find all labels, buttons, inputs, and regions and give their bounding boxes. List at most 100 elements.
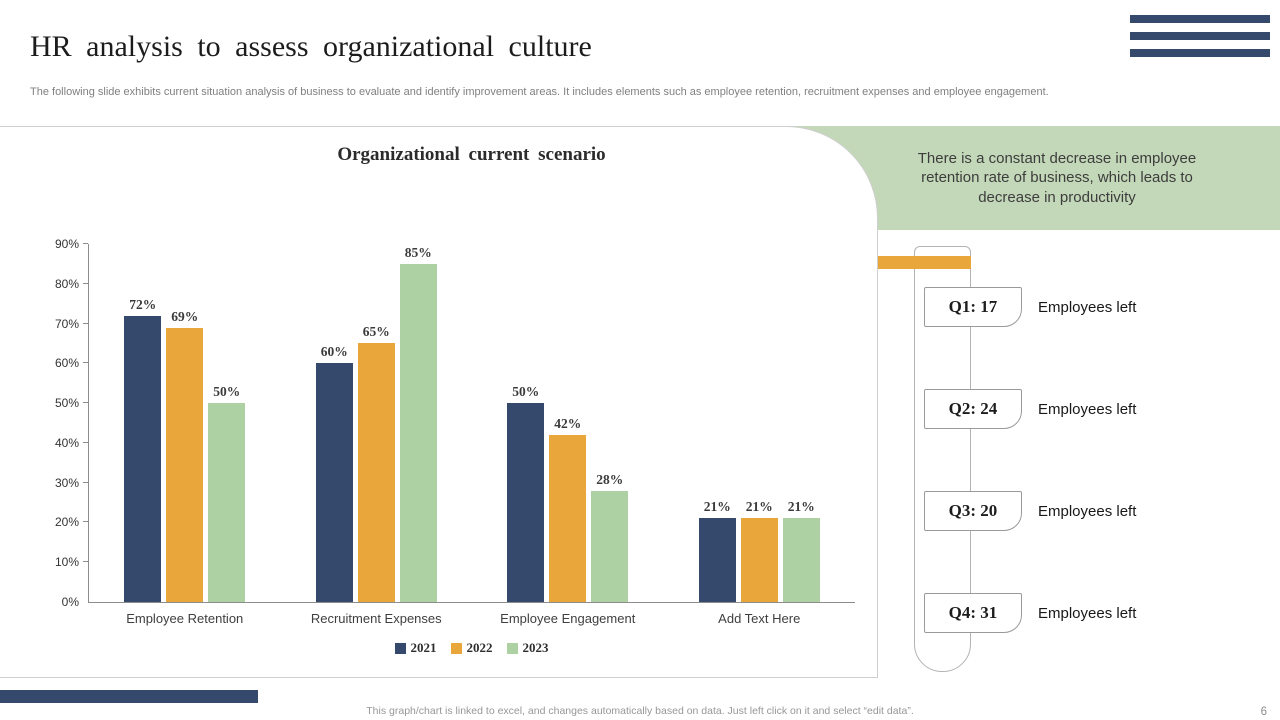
plot-area: 72% 69% 50% 60% 65% 85% 50% 42% 28% 21% 21% 21% Emp… (55, 237, 855, 626)
legend-swatch (394, 642, 406, 654)
y-tick-label: 0% (61, 595, 79, 609)
quarter-row: Q3: 20 Employees left (924, 491, 1254, 531)
quarter-caption: Employees left (1038, 604, 1137, 622)
legend-item: 2023 (506, 640, 549, 656)
bar-group: 21% 21% 21% (664, 244, 856, 602)
bar-value-label: 21% (703, 499, 731, 515)
bar-value-label: 65% (362, 324, 390, 340)
y-tick-mark (83, 561, 88, 563)
chart-panel: Organizational current scenario 72% 69% 50… (0, 126, 878, 678)
bar-group: 60% 65% 85% (281, 244, 473, 602)
bar-cell: 50% (507, 244, 545, 602)
category-label: Add Text Here (718, 611, 801, 626)
quarter-caption: Employees left (1038, 400, 1137, 418)
bar-cell: 72% (124, 244, 162, 602)
y-tick-mark (83, 481, 88, 483)
legend-label: 2021 (410, 640, 437, 655)
bar-cell: 85% (399, 244, 437, 602)
bar-group: 50% 42% 28% (472, 244, 664, 602)
quarters-list: Q1: 17 Employees left Q2: 24 Employees left… (924, 287, 1254, 633)
logo-bar (1130, 49, 1270, 57)
bar-value-label: 21% (745, 499, 773, 515)
y-tick-label: 40% (54, 435, 79, 450)
bar-value-label: 50% (213, 384, 241, 400)
bar-2023 (591, 490, 629, 602)
bar-cell: 65% (357, 244, 395, 602)
bar-2022 (357, 343, 395, 602)
quarter-box: Q2: 24 (924, 389, 1022, 429)
insight-text: There is a constant decrease in employee… (917, 150, 1197, 206)
y-tick-label: 90% (54, 237, 79, 251)
bar-value-label: 72% (129, 296, 157, 312)
y-tick-label: 50% (54, 396, 79, 411)
category-label: Employee Engagement (500, 611, 636, 626)
bar-cell: 21% (698, 244, 736, 602)
quarter-row: Q4: 31 Employees left (924, 593, 1254, 633)
bar-cell: 69% (166, 244, 204, 602)
quarter-caption: Employees left (1038, 298, 1137, 316)
bar-value-label: 21% (787, 499, 815, 515)
bar-value-label: 50% (512, 384, 540, 400)
y-tick-label: 30% (54, 475, 79, 490)
chart-title: Organizational current scenario (337, 144, 606, 165)
bar-2021 (698, 518, 736, 602)
footer-accent-bar (0, 690, 258, 703)
y-tick-mark (83, 243, 88, 244)
y-tick-mark (83, 521, 88, 523)
legend-item: 2022 (450, 640, 493, 656)
legend-item: 2021 (394, 640, 437, 656)
y-tick-mark (83, 322, 88, 324)
bar-2021 (124, 315, 162, 602)
legend-label: 2022 (466, 640, 493, 655)
bar-value-label: 69% (171, 308, 199, 324)
y-tick-mark (83, 441, 88, 443)
y-tick-label: 10% (54, 555, 79, 570)
bar-value-label: 85% (404, 244, 432, 260)
bar-2022 (166, 327, 204, 602)
bar-cell: 28% (591, 244, 629, 602)
legend-swatch (450, 642, 462, 654)
bar-2023 (208, 403, 246, 602)
bar-2021 (315, 363, 353, 602)
legend-label: 2023 (522, 640, 549, 655)
legend-swatch (506, 642, 518, 654)
bar-value-label: 42% (554, 415, 582, 431)
footnote: This graph/chart is linked to excel, and… (366, 705, 914, 717)
page-title: HR analysis to assess organizational cul… (30, 30, 592, 63)
y-tick-label: 80% (54, 276, 79, 291)
y-tick-mark (83, 402, 88, 404)
quarter-box: Q4: 31 (924, 593, 1022, 633)
bar-2021 (507, 403, 545, 602)
y-tick-mark (83, 362, 88, 364)
y-tick-label: 20% (54, 515, 79, 530)
page-number: 6 (1260, 706, 1267, 718)
category-labels: Employee Retention Recruitment Expenses Em… (89, 602, 855, 626)
logo-bar (1130, 32, 1270, 40)
bar-2023 (782, 518, 820, 602)
quarter-box: Q3: 20 (924, 491, 1022, 531)
bar-cell: 50% (208, 244, 246, 602)
bar-cell: 42% (549, 244, 587, 602)
y-tick-label: 60% (54, 356, 79, 371)
page-subtitle: The following slide exhibits current sit… (30, 86, 1049, 98)
brand-logo (1130, 15, 1270, 66)
category-label: Recruitment Expenses (310, 611, 442, 626)
y-tick-mark (83, 282, 88, 284)
quarter-row: Q1: 17 Employees left (924, 287, 1254, 327)
quarter-row: Q2: 24 Employees left (924, 389, 1254, 429)
bar-value-label: 28% (596, 471, 624, 487)
category-label: Employee Retention (126, 611, 244, 626)
bar-cell: 21% (782, 244, 820, 602)
bar-group: 72% 69% 50% (89, 244, 281, 602)
chart-legend: 2021 2022 2023 (88, 640, 855, 656)
bar-2023 (399, 263, 437, 602)
bar-cell: 21% (740, 244, 778, 602)
quarter-caption: Employees left (1038, 502, 1137, 520)
bar-2022 (740, 518, 778, 602)
y-tick-label: 70% (54, 316, 79, 331)
bar-value-label: 60% (320, 344, 348, 360)
bar-cell: 60% (315, 244, 353, 602)
plot-groups: 72% 69% 50% 60% 65% 85% 50% 42% 28% 21% 21% 21% (89, 244, 855, 602)
logo-bar (1130, 15, 1270, 23)
